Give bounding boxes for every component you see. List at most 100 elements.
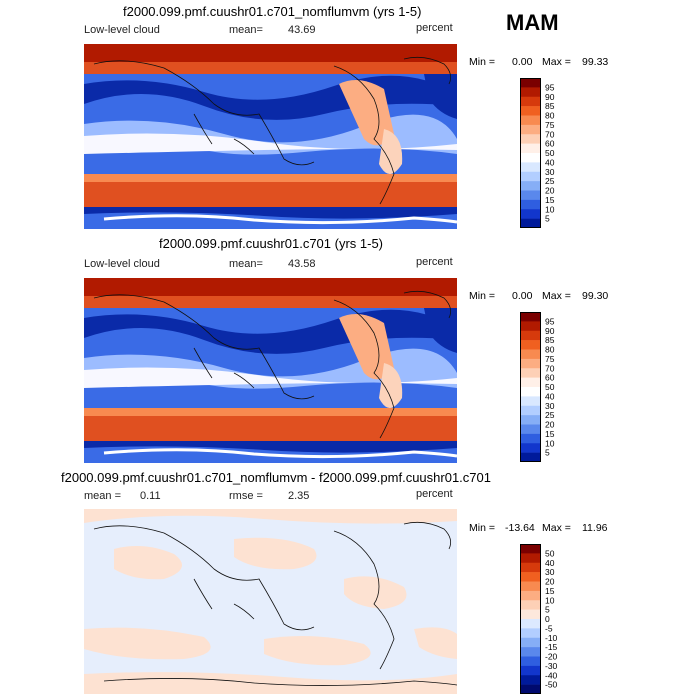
colorbar-2-tick-label: 15 xyxy=(545,429,555,439)
colorbar-1-swatch xyxy=(520,106,541,116)
colorbar-3-tick-label: 5 xyxy=(545,605,550,615)
map-3-positive-patches xyxy=(84,509,457,694)
colorbar-1-tick-label: 50 xyxy=(545,148,555,158)
colorbar-2-swatch xyxy=(520,368,541,378)
panel-1-mean-value: 43.69 xyxy=(288,24,316,36)
colorbar-2-swatch xyxy=(520,396,541,407)
colorbar-1-swatch xyxy=(520,96,541,107)
colorbar-1-tick-label: 15 xyxy=(545,195,555,205)
panel-2-min-value: 0.00 xyxy=(512,290,533,302)
colorbar-3-swatch xyxy=(520,553,541,564)
panel-3-max-label: Max = xyxy=(542,522,571,534)
colorbar-1-border xyxy=(520,78,541,228)
colorbar-2-swatch xyxy=(520,415,541,425)
colorbar-3-swatch xyxy=(520,581,541,592)
colorbar-3-tick-label: -50 xyxy=(545,680,558,690)
colorbar-2-tick-label: 5 xyxy=(545,448,550,458)
colorbar-3-swatch xyxy=(520,562,541,573)
map-2-coastlines xyxy=(93,290,452,439)
panel-2-map xyxy=(84,278,457,463)
colorbar-2-tick-label: 60 xyxy=(545,373,555,383)
colorbar-3-swatch xyxy=(520,544,541,554)
colorbar-3-swatch xyxy=(520,675,541,685)
colorbar-3-swatch xyxy=(520,572,541,582)
colorbar-1-tick-label: 90 xyxy=(545,92,555,102)
colorbar-1-tick-label: 85 xyxy=(545,101,555,111)
colorbar-1-tick-label: 80 xyxy=(545,111,555,121)
map-3-coastlines xyxy=(93,521,457,686)
colorbar-2-swatch xyxy=(520,377,541,388)
panel-1-min-label: Min = xyxy=(469,56,495,68)
colorbar-1-swatch xyxy=(520,209,541,219)
colorbar-2-tick-label: 95 xyxy=(545,316,555,326)
panel-1-title: f2000.099.pmf.cuushr01.c701_nomflumvm (y… xyxy=(123,4,422,19)
colorbar-1-swatch xyxy=(520,162,541,173)
panel-1-variable-label: Low-level cloud xyxy=(84,24,160,36)
colorbar-2-swatch xyxy=(520,321,541,332)
panel-3-min-label: Min = xyxy=(469,522,495,534)
colorbar-2-swatch xyxy=(520,349,541,360)
panel-2-max-label: Max = xyxy=(542,290,571,302)
colorbar-3-swatch xyxy=(520,637,541,648)
colorbar-3-tick-label: -20 xyxy=(545,652,558,662)
colorbar-3-tick-label: 20 xyxy=(545,577,555,587)
colorbar-3-tick-label: 40 xyxy=(545,558,555,568)
colorbar-1-tick-label: 25 xyxy=(545,176,555,186)
panel-3-rmse-value: 2.35 xyxy=(288,490,310,502)
panel-2-mean-value: 43.58 xyxy=(288,258,316,270)
colorbar-2-border xyxy=(520,312,541,462)
panel-1-max-value: 99.33 xyxy=(582,56,609,68)
panel-3-mean-label: mean = xyxy=(84,490,121,502)
colorbar-3-swatch xyxy=(520,628,541,639)
panel-2-max-value: 99.30 xyxy=(582,290,609,302)
colorbar-2-tick-label: 25 xyxy=(545,410,555,420)
colorbar-2-tick-label: 20 xyxy=(545,420,555,430)
season-label: MAM xyxy=(506,10,559,35)
panel-2-min-label: Min = xyxy=(469,290,495,302)
colorbar-2-tick-label: 85 xyxy=(545,335,555,345)
colorbar-1-swatch xyxy=(520,199,541,210)
colorbar-3-tick-label: 0 xyxy=(545,614,550,624)
colorbar-1-tick-label: 5 xyxy=(545,214,550,224)
colorbar-3-tick-label: 30 xyxy=(545,567,555,577)
panel-3-mean-value: 0.11 xyxy=(140,490,161,502)
colorbar-3-swatch xyxy=(520,647,541,657)
colorbar-1-swatch xyxy=(520,190,541,201)
colorbar-3-tick-label: 10 xyxy=(545,595,555,605)
colorbar-2-tick-label: 50 xyxy=(545,382,555,392)
colorbar-2-tick-label: 40 xyxy=(545,391,555,401)
map-1-coastlines xyxy=(93,56,452,205)
colorbar-3-tick-label: -30 xyxy=(545,661,558,671)
colorbar-1-tick-label: 60 xyxy=(545,139,555,149)
colorbar-3-swatch xyxy=(520,656,541,667)
panel-3-max-value: 11.96 xyxy=(582,522,608,534)
colorbar-2-swatch xyxy=(520,358,541,369)
colorbar-2-tick-label: 80 xyxy=(545,345,555,355)
colorbar-1-tick-label: 40 xyxy=(545,157,555,167)
colorbar-2-tick-label: 30 xyxy=(545,401,555,411)
colorbar-1-tick-label: 10 xyxy=(545,204,555,214)
map-1-southern-ocean xyxy=(84,182,457,207)
colorbar-1-swatch xyxy=(520,181,541,191)
colorbar-3-tick-label: 15 xyxy=(545,586,555,596)
panel-1-min-value: 0.00 xyxy=(512,56,533,68)
colorbar-2-swatch xyxy=(520,443,541,453)
colorbar-2-swatch xyxy=(520,330,541,341)
panel-1-map xyxy=(84,44,457,229)
colorbar-1-tick-label: 20 xyxy=(545,186,555,196)
panel-2-title: f2000.099.pmf.cuushr01.c701 (yrs 1-5) xyxy=(159,236,384,251)
colorbar-3-swatch xyxy=(520,684,541,694)
panel-1-mean-label: mean= xyxy=(229,24,263,36)
colorbar-1-tick-label: 30 xyxy=(545,167,555,177)
colorbar-3-tick-label: 50 xyxy=(545,548,555,558)
colorbar-1-swatch xyxy=(520,134,541,144)
colorbar-1-swatch xyxy=(520,171,541,182)
colorbar-1-swatch xyxy=(520,124,541,135)
colorbar-2-tick-label: 90 xyxy=(545,326,555,336)
colorbar-2-swatch xyxy=(520,387,541,397)
colorbar-3-swatch xyxy=(520,609,541,620)
colorbar-2-swatch xyxy=(520,452,541,462)
